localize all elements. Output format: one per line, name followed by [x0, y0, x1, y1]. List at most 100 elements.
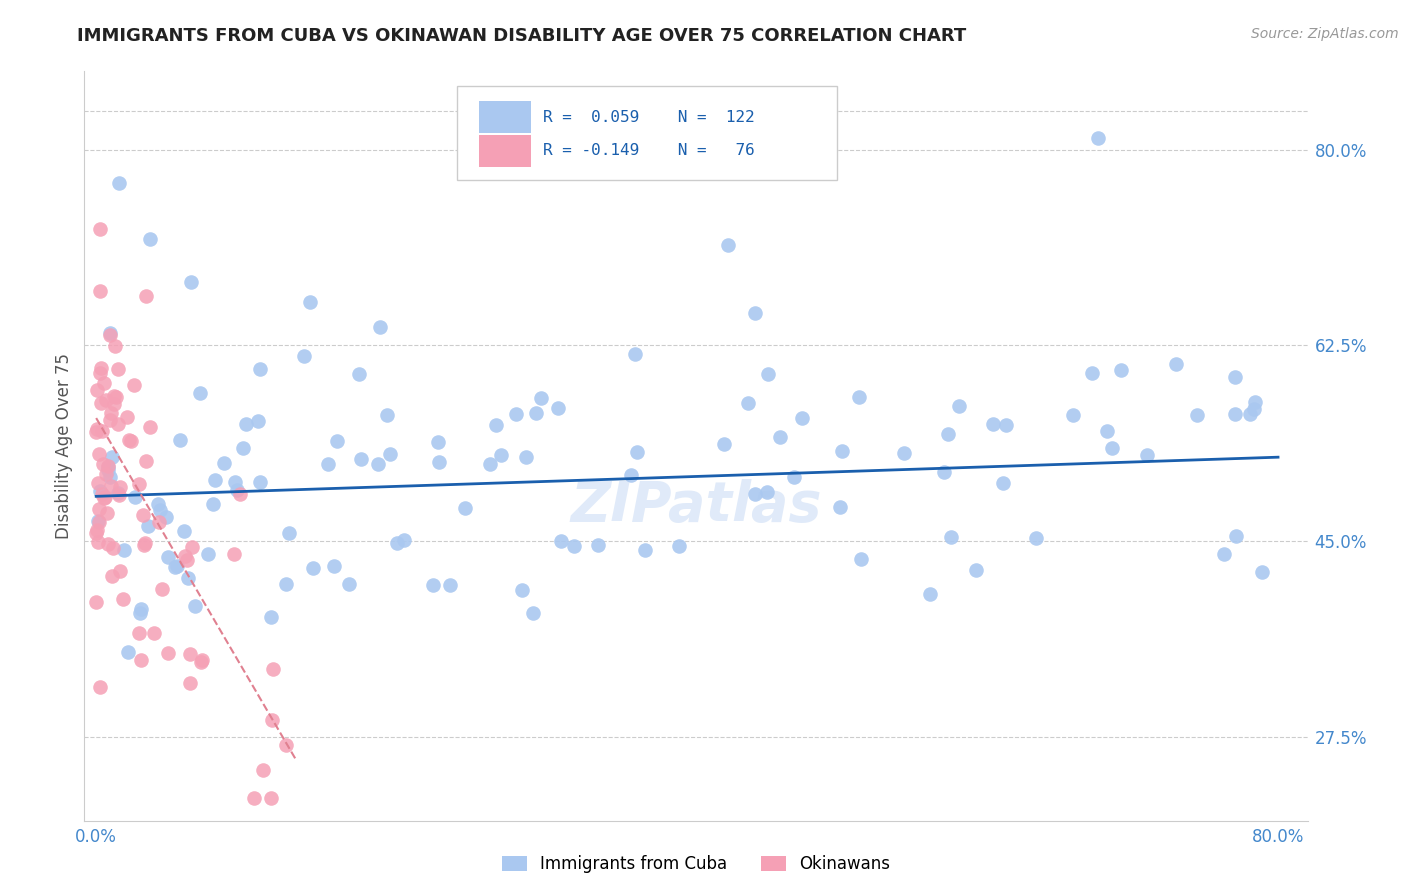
Point — [562, 539, 585, 553]
Point — [260, 791, 283, 805]
Point — [165, 559, 187, 574]
Point — [155, 510, 177, 524]
Point — [86, 383, 108, 397]
Point — [385, 535, 408, 549]
Point — [586, 539, 609, 553]
Point — [179, 676, 201, 690]
Point — [111, 592, 134, 607]
Point — [87, 515, 110, 529]
Point — [522, 607, 544, 621]
Point — [301, 561, 323, 575]
Point — [1225, 529, 1247, 543]
Point — [1223, 407, 1246, 421]
Point — [132, 508, 155, 523]
Point — [378, 447, 401, 461]
Point — [1109, 363, 1132, 377]
Text: R = -0.149    N =   76: R = -0.149 N = 76 — [543, 144, 755, 158]
Point — [316, 457, 339, 471]
Legend: Immigrants from Cuba, Okinawans: Immigrants from Cuba, Okinawans — [495, 848, 897, 880]
FancyBboxPatch shape — [479, 102, 531, 133]
Point — [547, 401, 569, 416]
Point — [197, 547, 219, 561]
Point — [96, 506, 118, 520]
Point — [90, 396, 112, 410]
Point — [1095, 424, 1118, 438]
Point — [142, 625, 165, 640]
Point — [89, 366, 111, 380]
Point — [274, 577, 297, 591]
Point — [232, 441, 254, 455]
Point — [184, 599, 207, 614]
Point — [86, 523, 108, 537]
Point — [392, 533, 415, 547]
Point — [262, 662, 284, 676]
Point — [851, 551, 873, 566]
Point — [157, 646, 180, 660]
Text: Source: ZipAtlas.com: Source: ZipAtlas.com — [1251, 27, 1399, 41]
Point — [427, 455, 450, 469]
Point — [128, 477, 150, 491]
Point — [107, 417, 129, 432]
Point — [87, 502, 110, 516]
Point — [243, 791, 266, 805]
Point — [550, 533, 572, 548]
Point — [893, 446, 915, 460]
Point — [107, 362, 129, 376]
Text: IMMIGRANTS FROM CUBA VS OKINAWAN DISABILITY AGE OVER 75 CORRELATION CHART: IMMIGRANTS FROM CUBA VS OKINAWAN DISABIL… — [77, 27, 966, 45]
Point — [226, 483, 249, 498]
Point — [744, 487, 766, 501]
Point — [176, 552, 198, 566]
Point — [783, 470, 806, 484]
Point — [121, 434, 143, 448]
Point — [260, 609, 283, 624]
Point — [668, 539, 690, 553]
Point — [104, 390, 127, 404]
Point — [634, 542, 657, 557]
Point — [86, 514, 108, 528]
Point — [1251, 565, 1274, 579]
Point — [235, 417, 257, 432]
Point — [1244, 395, 1267, 409]
Point — [179, 647, 201, 661]
Point — [156, 549, 179, 564]
Point — [1212, 547, 1234, 561]
Point — [89, 222, 111, 236]
Point — [375, 408, 398, 422]
Point — [350, 451, 373, 466]
Point — [526, 405, 548, 419]
Text: ZIPatlas: ZIPatlas — [571, 479, 821, 533]
Point — [149, 502, 172, 516]
Point — [129, 652, 152, 666]
Point — [98, 328, 121, 343]
Point — [422, 578, 444, 592]
Point — [744, 306, 766, 320]
Point — [260, 713, 283, 727]
Text: R =  0.059    N =  122: R = 0.059 N = 122 — [543, 110, 755, 125]
Point — [737, 396, 759, 410]
Point — [453, 500, 475, 515]
Point — [191, 653, 214, 667]
Point — [478, 458, 501, 472]
Point — [229, 486, 252, 500]
Point — [769, 429, 792, 443]
Point — [117, 409, 139, 424]
Point — [848, 390, 870, 404]
Point — [224, 475, 246, 489]
Point — [94, 467, 117, 481]
Point — [139, 232, 162, 246]
Point — [756, 368, 779, 382]
Point — [323, 559, 346, 574]
Point — [626, 445, 648, 459]
Point — [1239, 407, 1261, 421]
Point — [122, 377, 145, 392]
Point — [148, 515, 170, 529]
Point — [97, 462, 120, 476]
Y-axis label: Disability Age Over 75: Disability Age Over 75 — [55, 353, 73, 539]
Point — [202, 498, 225, 512]
Point — [427, 434, 450, 449]
Point — [87, 535, 110, 549]
Point — [180, 276, 202, 290]
Point — [91, 487, 114, 501]
Point — [135, 289, 157, 303]
Point — [98, 413, 121, 427]
